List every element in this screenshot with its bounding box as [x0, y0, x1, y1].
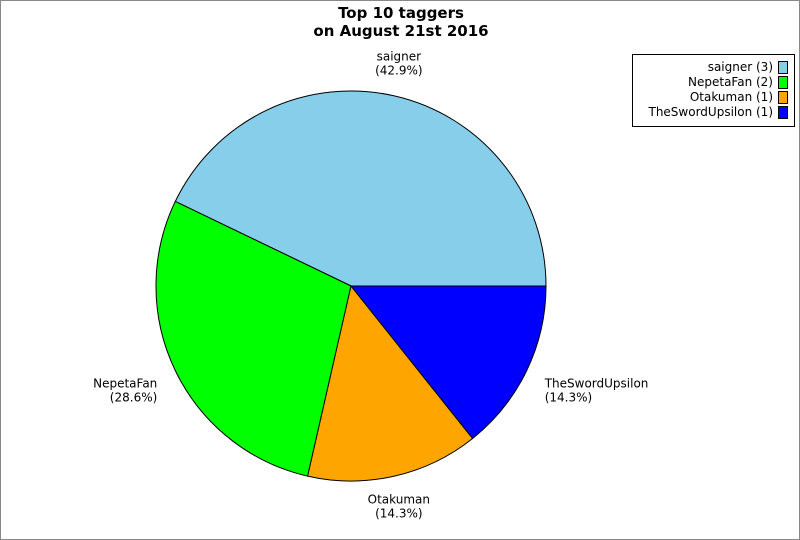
slice-label: saigner: [377, 49, 422, 63]
legend-swatch: [778, 61, 788, 74]
legend-swatch: [778, 91, 788, 104]
slice-label: Otakuman: [368, 493, 430, 507]
pie-slice-nepetafan: [155, 200, 352, 477]
chart-title-line-2: on August 21st 2016: [313, 22, 488, 40]
slice-label: TheSwordUpsilon: [544, 376, 649, 390]
slice-label: NepetaFan: [93, 376, 157, 390]
pie-slice-theswordupsilon: [349, 285, 547, 440]
slice-percent-label: (42.9%): [375, 63, 422, 77]
pie-slice-otakuman: [307, 284, 474, 482]
slice-percent-label: (28.6%): [110, 390, 157, 404]
legend-swatch: [778, 76, 788, 89]
legend-entry-label: saigner (3): [708, 60, 773, 74]
legend-entry-label: NepetaFan (2): [688, 75, 773, 89]
legend-entry-label: Otakuman (1): [690, 90, 773, 104]
pie-slice-saigner: [174, 90, 547, 287]
legend-swatch: [778, 106, 788, 119]
legend-box: [632, 54, 795, 127]
slice-percent-label: (14.3%): [375, 507, 422, 521]
legend-entry-label: TheSwordUpsilon (1): [647, 105, 773, 119]
legend: saigner (3)NepetaFan (2)Otakuman (1)TheS…: [632, 54, 795, 127]
slice-percent-label: (14.3%): [545, 390, 592, 404]
chart-title-line-1: Top 10 taggers: [338, 4, 464, 22]
